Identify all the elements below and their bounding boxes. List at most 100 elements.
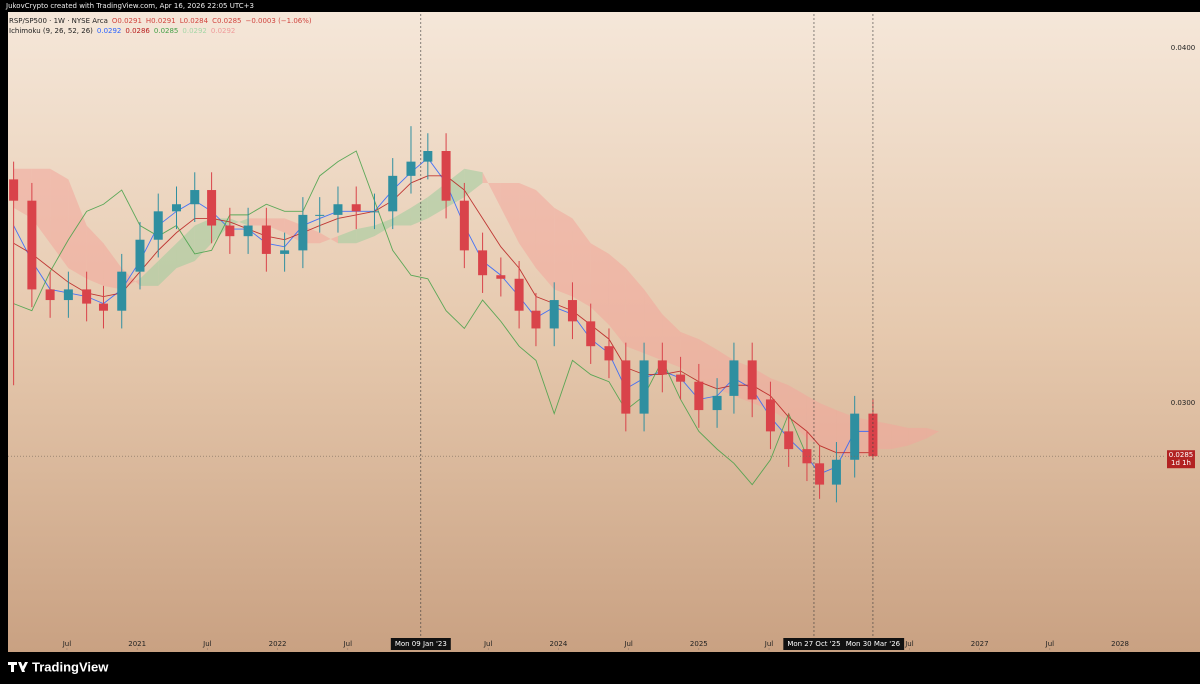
- cloud-segment: [284, 218, 303, 244]
- candle-body: [98, 303, 108, 311]
- cloud-segment: [266, 218, 285, 233]
- x-tick-label: Jul: [623, 640, 633, 648]
- candle-body: [261, 225, 271, 254]
- cloud-segment: [13, 168, 32, 219]
- cloud-segment: [410, 197, 428, 226]
- x-tick-label: 2024: [550, 640, 568, 648]
- logo: TradingView: [8, 659, 109, 674]
- cloud-segment: [752, 367, 771, 411]
- cloud-segment: [392, 207, 411, 226]
- legend-indicator-value: 0.0285: [154, 27, 179, 35]
- cloud-segment: [662, 314, 681, 368]
- plot-background: [8, 12, 1200, 652]
- marker-label: Mon 30 Mar '26: [846, 640, 901, 648]
- x-tick-label: 2021: [128, 640, 146, 648]
- x-tick-label: Jul: [202, 640, 212, 648]
- cloud-segment: [819, 402, 837, 453]
- brand: TradingView: [32, 659, 109, 674]
- candle-body: [815, 463, 825, 485]
- candle-body: [657, 360, 667, 375]
- candle-body: [298, 214, 308, 251]
- logo-icon: [8, 662, 28, 672]
- marker-tag: [841, 638, 905, 650]
- last-price-label: 0.0285: [1169, 451, 1194, 459]
- cloud-segment: [337, 229, 357, 244]
- countdown-label: 1d 1h: [1171, 459, 1191, 467]
- cloud-segment: [535, 190, 555, 290]
- y-tick-label: 0.0400: [1171, 44, 1196, 52]
- x-tick-label: Jul: [1045, 640, 1055, 648]
- cloud-segment: [50, 168, 69, 269]
- candle-body: [765, 399, 775, 432]
- candle-body: [388, 175, 398, 212]
- candle-body: [82, 289, 92, 304]
- candle-body: [514, 278, 524, 311]
- cloud-segment: [836, 410, 855, 460]
- candle-body: [639, 360, 649, 414]
- legend-indicator-value: 0.0292: [182, 27, 207, 35]
- cloud-segment: [194, 218, 212, 262]
- cloud-segment: [139, 261, 159, 286]
- x-tick-label: 2025: [690, 640, 708, 648]
- x-tick-label: Jul: [62, 640, 72, 648]
- cloud-segment: [608, 253, 626, 347]
- cloud-segment: [806, 395, 820, 446]
- candle-body: [747, 360, 757, 400]
- legend-ohlc: O0.0291: [112, 17, 142, 25]
- cloud-segment: [482, 172, 501, 208]
- cloud-segment: [926, 427, 939, 439]
- marker-tag: [390, 638, 451, 650]
- candle-body: [63, 289, 73, 301]
- cloud-segment: [500, 182, 520, 244]
- x-tick-label: Jul: [483, 640, 493, 648]
- candle-body: [729, 360, 739, 396]
- x-tick-label: 2027: [971, 640, 989, 648]
- candle-body: [784, 431, 794, 450]
- candle-body: [280, 250, 290, 254]
- cloud-segment: [554, 207, 573, 297]
- candle-body: [496, 275, 506, 279]
- x-tick-label: 2022: [269, 640, 287, 648]
- legend-indicator-value: 0.0292: [97, 27, 122, 35]
- marker-label: Mon 27 Oct '25: [787, 640, 840, 648]
- candle-body: [531, 310, 541, 329]
- cloud-segment: [572, 218, 591, 308]
- caption: JukovCrypto created with TradingView.com…: [5, 2, 254, 10]
- cloud-segment: [519, 182, 536, 269]
- cloud-segment: [374, 218, 393, 237]
- candle-body: [406, 161, 416, 176]
- cloud-segment: [86, 225, 104, 286]
- cloud-segment: [698, 339, 718, 389]
- cloud-segment: [121, 268, 140, 290]
- legend-symbol: RSP/SP500 · 1W · NYSE Arca: [9, 17, 108, 25]
- y-tick-label: 0.0300: [1171, 399, 1196, 407]
- candle-body: [135, 239, 145, 272]
- candle-body: [243, 225, 253, 237]
- legend-ohlc: −0.0003 (−1.06%): [245, 17, 311, 25]
- candle-body: [694, 381, 704, 411]
- cloud-segment: [770, 378, 789, 421]
- candle-body: [549, 300, 559, 329]
- cloud-layer: [13, 168, 939, 460]
- candle-body: [315, 214, 325, 216]
- candle-body: [567, 300, 577, 322]
- cloud-segment: [590, 243, 609, 325]
- marker-label: Mon 09 Jan '23: [395, 640, 447, 648]
- cloud-segment: [854, 417, 873, 460]
- candle-body: [712, 395, 722, 411]
- cloud-segment: [680, 332, 699, 382]
- cloud-segment: [68, 179, 87, 279]
- candle-body: [45, 289, 55, 301]
- candle-body: [207, 190, 217, 226]
- cloud-segment: [908, 427, 927, 446]
- cloud-segment: [319, 232, 338, 244]
- cloud-segment: [248, 218, 267, 226]
- cloud-segment: [427, 182, 447, 219]
- x-tick-label: Jul: [904, 640, 914, 648]
- candle-body: [117, 271, 127, 311]
- candle-body: [621, 360, 631, 414]
- candle-body: [831, 459, 841, 485]
- indicator-line: [13, 150, 808, 486]
